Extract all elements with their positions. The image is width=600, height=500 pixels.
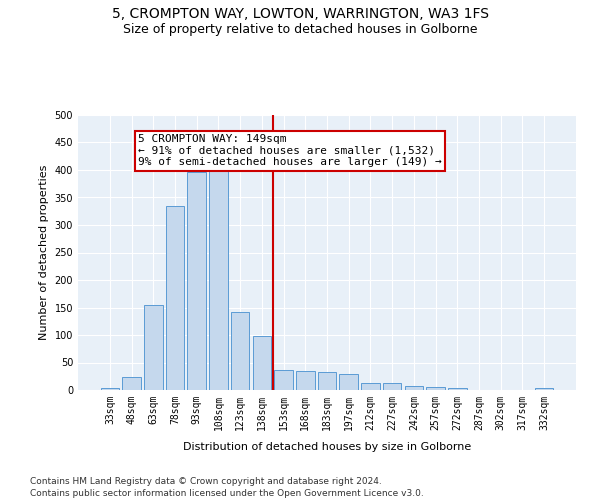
- Text: Contains HM Land Registry data © Crown copyright and database right 2024.: Contains HM Land Registry data © Crown c…: [30, 476, 382, 486]
- Bar: [383, 384, 401, 390]
- Bar: [253, 336, 271, 390]
- Bar: [274, 370, 293, 390]
- Bar: [361, 383, 380, 390]
- Text: 5, CROMPTON WAY, LOWTON, WARRINGTON, WA3 1FS: 5, CROMPTON WAY, LOWTON, WARRINGTON, WA3…: [112, 8, 488, 22]
- Bar: [427, 387, 445, 390]
- Bar: [404, 386, 423, 390]
- Bar: [318, 372, 336, 390]
- Bar: [535, 388, 553, 390]
- Y-axis label: Number of detached properties: Number of detached properties: [39, 165, 49, 340]
- Bar: [144, 304, 163, 390]
- Bar: [101, 388, 119, 390]
- Bar: [166, 206, 184, 390]
- Bar: [296, 371, 314, 390]
- Bar: [122, 377, 141, 390]
- Bar: [231, 312, 250, 390]
- Text: Size of property relative to detached houses in Golborne: Size of property relative to detached ho…: [123, 22, 477, 36]
- Text: 5 CROMPTON WAY: 149sqm
← 91% of detached houses are smaller (1,532)
9% of semi-d: 5 CROMPTON WAY: 149sqm ← 91% of detached…: [138, 134, 442, 168]
- Bar: [340, 374, 358, 390]
- Bar: [209, 163, 227, 390]
- Text: Distribution of detached houses by size in Golborne: Distribution of detached houses by size …: [183, 442, 471, 452]
- Bar: [448, 388, 467, 390]
- Text: Contains public sector information licensed under the Open Government Licence v3: Contains public sector information licen…: [30, 490, 424, 498]
- Bar: [187, 172, 206, 390]
